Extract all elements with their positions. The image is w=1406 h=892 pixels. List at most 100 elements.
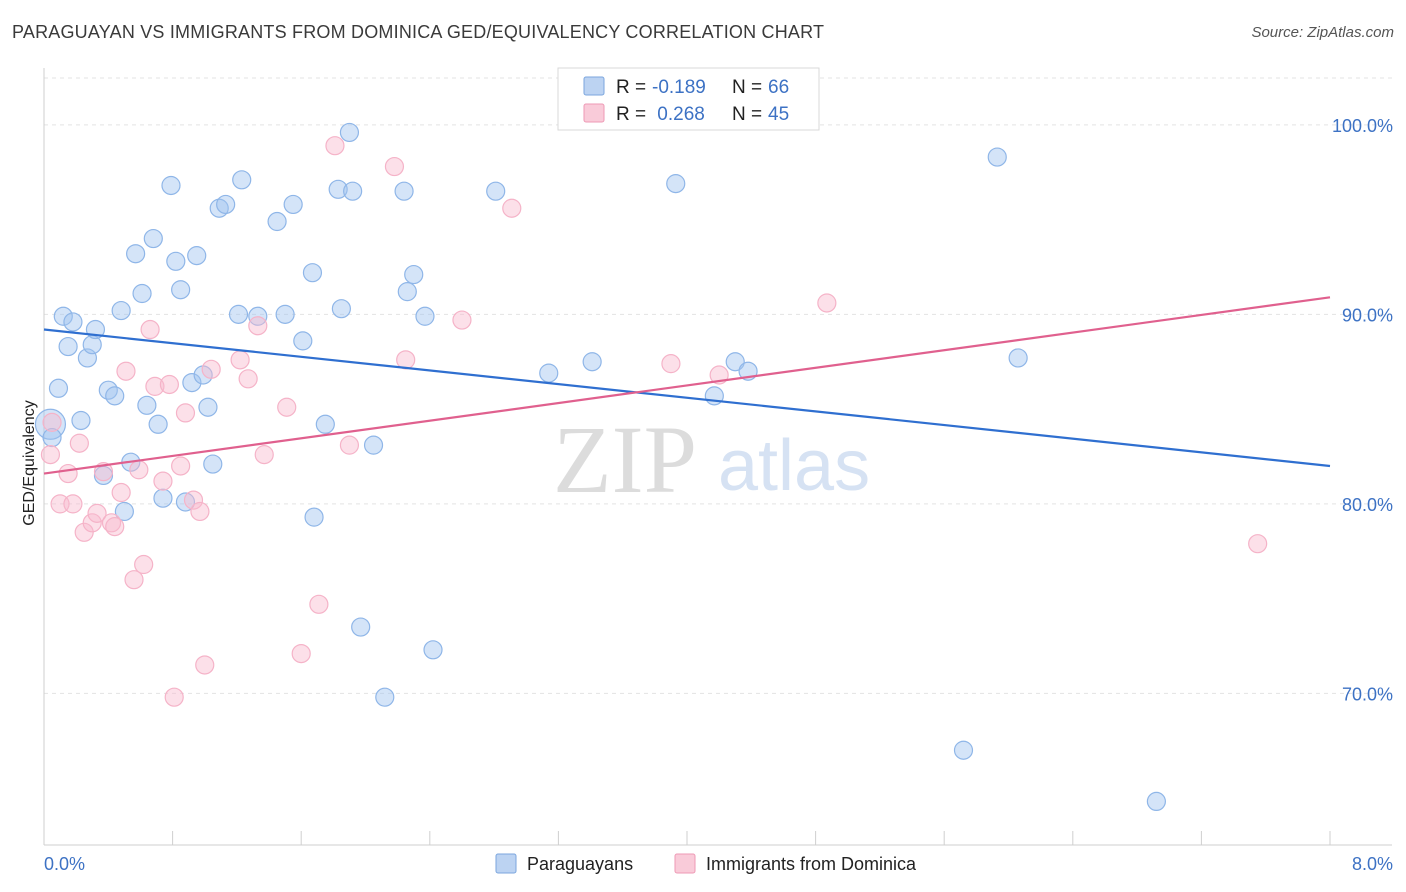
- paraguayans-point-65: [1146, 791, 1166, 812]
- dominica-point-41: [661, 354, 681, 374]
- dominica-point-10: [101, 513, 122, 533]
- legend-n-value-2: 45: [768, 104, 789, 125]
- dominica-point-7: [82, 513, 102, 533]
- paraguayans-point-57: [582, 352, 602, 372]
- dominica-point-25: [190, 501, 210, 522]
- dominica-point-26: [195, 655, 215, 675]
- paraguayans-point-58: [666, 174, 686, 194]
- paraguayans-point-17: [132, 283, 152, 304]
- paraguayans-point-36: [267, 211, 287, 232]
- dominica-point-36: [339, 435, 360, 455]
- paraguayans-point-23: [166, 251, 186, 271]
- paraguayans-point-2: [48, 378, 69, 398]
- legend-r-value-1: -0.189: [652, 77, 706, 98]
- dominica-point-27: [201, 359, 221, 379]
- paraguayans-point-14: [114, 501, 134, 522]
- dominica-point-9: [93, 462, 114, 482]
- paraguayans-point-43: [328, 179, 348, 199]
- x-tick-label-max: 8.0%: [1352, 854, 1393, 874]
- legend-r-label-2: R =: [616, 104, 646, 125]
- paraguayans-point-3: [53, 306, 73, 326]
- paraguayans-point-39: [293, 331, 313, 351]
- paraguayans-point-50: [394, 181, 414, 201]
- dominica-point-40: [502, 198, 522, 218]
- paraguayans-point-22: [161, 175, 181, 196]
- paraguayans-point-44: [331, 299, 351, 319]
- dominica-point-8: [87, 503, 107, 523]
- paraguayans-point-53: [415, 306, 435, 326]
- legend-n-value-1: 66: [768, 77, 789, 98]
- y-tick-labels: 70.0% 80.0% 90.0% 100.0%: [1332, 116, 1393, 705]
- axes: [43, 68, 1392, 846]
- dominica-point-19: [153, 471, 173, 491]
- paraguayans-point-49: [375, 687, 395, 707]
- dominica-point-37: [384, 156, 405, 177]
- x-tick-label-min: 0.0%: [44, 854, 85, 874]
- series-legend-paraguayans: Paraguayans: [527, 854, 633, 874]
- paraguayans-point-4: [58, 336, 78, 357]
- x-tick-labels: 0.0% 8.0%: [44, 854, 1393, 874]
- y-tick-label-70: 70.0%: [1342, 684, 1393, 704]
- dominica-point-18: [145, 376, 165, 396]
- data-points: [34, 122, 1268, 812]
- paraguayans-point-54: [423, 640, 443, 660]
- paraguayans-point-62: [953, 740, 974, 760]
- dominica-point-4: [63, 494, 83, 514]
- stats-legend: R = -0.189 N = 66 R = 0.268 N = 45: [557, 67, 820, 131]
- paraguayans-point-51: [397, 282, 417, 302]
- y-tick-label-90: 90.0%: [1342, 305, 1393, 325]
- paraguayans-point-47: [351, 617, 371, 637]
- paraguayans-point-37: [275, 304, 295, 324]
- dominica-point-39: [452, 310, 472, 330]
- paraguayans-point-45: [339, 122, 360, 143]
- dominica-point-32: [277, 397, 297, 417]
- paraguayans-point-46: [343, 181, 363, 201]
- chart-source: Source: ZipAtlas.com: [1251, 24, 1394, 41]
- dominica-point-5: [69, 433, 89, 453]
- series-legend-swatch-dominica: [674, 853, 696, 874]
- series-legend-swatch-paraguayans: [495, 853, 517, 874]
- paraguayans-point-56: [539, 363, 559, 383]
- paraguayans-trend-line: [43, 328, 1331, 468]
- dominica-point-0: [40, 445, 61, 465]
- dominica-point-24: [183, 490, 204, 510]
- paraguayans-point-29: [198, 397, 218, 417]
- legend-swatch-paraguayans: [583, 76, 605, 96]
- y-axis-label: GED/Equivalency: [21, 400, 38, 525]
- y-tick-label-80: 80.0%: [1342, 495, 1393, 515]
- y-tick-label-100: 100.0%: [1332, 116, 1393, 136]
- paraguayans-point-25: [175, 492, 196, 512]
- watermark-zip: ZIP: [553, 406, 697, 513]
- paraguayans-point-24: [171, 280, 191, 300]
- paraguayans-point-48: [363, 435, 384, 455]
- dominica-point-11: [105, 517, 125, 537]
- trend-lines: [43, 296, 1331, 475]
- dominica-point-31: [254, 445, 274, 465]
- dominica-point-44: [1248, 534, 1268, 554]
- dominica-point-12: [111, 482, 131, 503]
- legend-swatch-dominica: [583, 103, 605, 123]
- dominica-point-22: [171, 456, 191, 476]
- series-legend: Paraguayans Immigrants from Dominica: [495, 853, 917, 874]
- chart-title: PARAGUAYAN VS IMMIGRANTS FROM DOMINICA G…: [12, 22, 825, 42]
- paraguayans-point-30: [203, 454, 223, 474]
- dominica-point-34: [309, 594, 329, 614]
- paraguayans-point-1: [42, 427, 62, 448]
- paraguayans-point-5: [63, 312, 83, 332]
- paraguayans-point-34: [232, 170, 252, 190]
- dominica-point-1: [42, 412, 62, 432]
- dominica-point-33: [291, 643, 311, 664]
- dominica-point-43: [817, 293, 837, 313]
- paraguayans-point-40: [302, 263, 323, 283]
- paraguayans-point-19: [143, 228, 163, 249]
- legend-r-value-2: 0.268: [652, 104, 705, 125]
- dominica-point-15: [129, 460, 149, 480]
- dominica-point-17: [140, 319, 160, 340]
- paraguayans-point-63: [987, 147, 1007, 167]
- paraguayans-point-6: [71, 410, 91, 431]
- dominica-point-30: [248, 316, 268, 336]
- paraguayans-point-21: [153, 488, 173, 508]
- paraguayans-point-18: [137, 395, 157, 415]
- paraguayans-point-64: [1008, 348, 1028, 368]
